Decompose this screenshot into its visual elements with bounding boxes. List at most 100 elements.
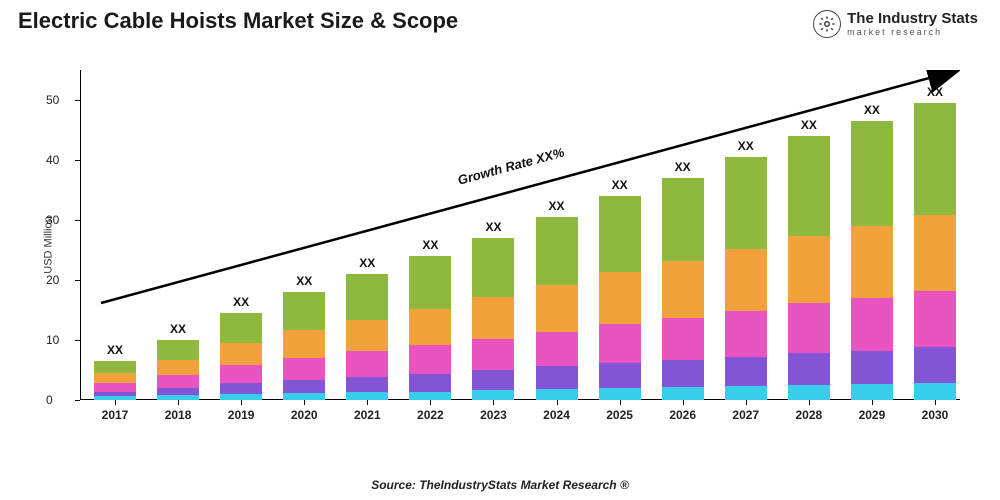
bar-segment [536,217,578,285]
bar: XX [851,121,893,400]
y-tick-label: 0 [46,393,53,407]
bar-segment [472,297,514,338]
gear-icon [813,10,841,38]
bar-segment [914,347,956,383]
bar-segment [851,298,893,351]
x-tick-label: 2023 [480,408,507,422]
bar-segment [536,366,578,389]
bar-value-label: XX [170,322,186,336]
logo-main: The Industry Stats [847,11,978,26]
logo-sub: market research [847,28,978,37]
x-tick-mark [115,400,116,405]
plot-region: Growth Rate XX% 010203040502017XX2018XX2… [80,70,960,400]
bar-segment [472,238,514,297]
bar-segment [725,357,767,386]
bar-segment [599,363,641,388]
bar-segment [788,236,830,304]
bar-segment [788,136,830,236]
bar-segment [220,383,262,394]
bar-segment [788,353,830,385]
x-tick-label: 2027 [732,408,759,422]
bar-segment [346,351,388,376]
bar: XX [346,274,388,400]
bar: XX [662,178,704,400]
bar-segment [94,361,136,373]
brand-logo: The Industry Stats market research [813,10,978,38]
bar-segment [914,383,956,400]
bar-segment [725,249,767,311]
bar-segment [851,121,893,226]
x-tick-label: 2019 [228,408,255,422]
bar-segment [599,388,641,400]
growth-rate-label: Growth Rate XX% [456,144,566,187]
bar-segment [157,360,199,375]
bar-segment [914,215,956,292]
x-tick-mark [935,400,936,405]
bar-segment [725,311,767,357]
bar: XX [409,256,451,400]
x-tick-mark [683,400,684,405]
x-tick-mark [430,400,431,405]
bar-segment [536,332,578,367]
bar-value-label: XX [864,103,880,117]
bar-segment [94,373,136,383]
bar-segment [599,272,641,324]
bar-segment [472,339,514,370]
bar-segment [662,178,704,261]
bar-segment [599,196,641,272]
bar: XX [94,361,136,400]
x-tick-mark [493,400,494,405]
x-tick-label: 2021 [354,408,381,422]
x-tick-mark [809,400,810,405]
bar-segment [914,291,956,347]
bar-segment [725,157,767,249]
bar: XX [283,292,325,400]
bar-segment [157,395,199,400]
bar-value-label: XX [927,85,943,99]
bar-segment [220,394,262,400]
y-tick-mark [75,340,80,341]
x-tick-mark [872,400,873,405]
bar-segment [536,285,578,332]
bar: XX [536,217,578,400]
bar-segment [725,386,767,400]
x-tick-mark [178,400,179,405]
bar-value-label: XX [801,118,817,132]
bar: XX [914,103,956,400]
bar-segment [662,261,704,318]
bar-segment [472,370,514,390]
y-tick-mark [75,280,80,281]
bar-segment [283,330,325,358]
bar-segment [346,377,388,393]
x-tick-label: 2029 [859,408,886,422]
x-tick-label: 2024 [543,408,570,422]
bar-segment [851,226,893,298]
y-tick-mark [75,220,80,221]
bar-segment [409,392,451,400]
bar-segment [409,256,451,309]
y-tick-label: 50 [46,93,59,107]
chart-title: Electric Cable Hoists Market Size & Scop… [18,8,458,34]
bar-segment [409,374,451,392]
bar-value-label: XX [233,295,249,309]
x-tick-mark [746,400,747,405]
bar-segment [662,318,704,360]
x-tick-label: 2017 [102,408,129,422]
bar-segment [851,384,893,400]
bar-segment [409,309,451,346]
x-tick-mark [620,400,621,405]
x-tick-label: 2022 [417,408,444,422]
bar-segment [220,365,262,383]
x-tick-mark [367,400,368,405]
bar-segment [662,360,704,387]
bar-segment [536,389,578,400]
bar-segment [346,392,388,400]
bar-segment [283,380,325,393]
bar-segment [599,324,641,362]
bar-segment [346,320,388,352]
y-tick-label: 30 [46,213,59,227]
bar: XX [220,313,262,400]
y-tick-label: 10 [46,333,59,347]
y-tick-mark [75,160,80,161]
bar-value-label: XX [612,178,628,192]
